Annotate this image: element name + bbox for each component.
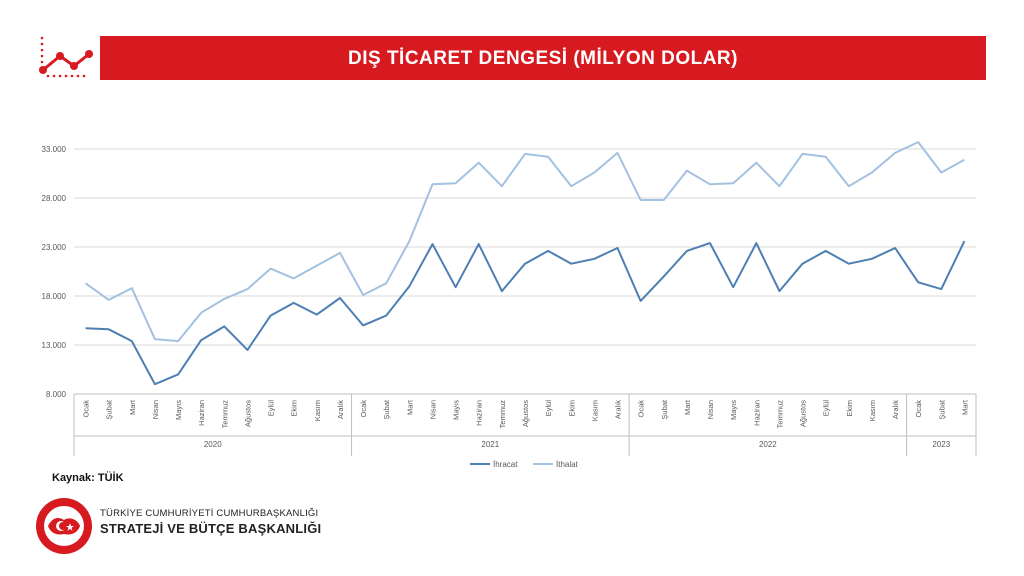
y-tick-label: 28.000	[42, 194, 67, 203]
legend-label: İthalat	[556, 460, 579, 469]
x-tick-label: Ocak	[637, 400, 646, 418]
y-tick-label: 8.000	[46, 390, 67, 399]
x-tick-label: Ağustos	[799, 400, 808, 427]
x-tick-label: Haziran	[752, 400, 761, 426]
line-chart: 8.000 13.000 18.000 23.000 28.000 33.000 Ocak Ş…	[42, 141, 977, 469]
x-tick-label: Aralık	[614, 400, 623, 419]
page-title: DIŞ TİCARET DENGESİ (MİLYON DOLAR)	[348, 48, 738, 69]
x-tick-label: Şubat	[105, 399, 114, 420]
x-tick-label: Ocak	[914, 400, 923, 418]
x-tick-label: Eylül	[267, 400, 276, 417]
x-tick-label: Mayıs	[174, 400, 183, 420]
x-tick-label: Ekim	[845, 400, 854, 417]
x-tick-label: Aralık	[891, 400, 900, 419]
x-tick-label: Şubat	[660, 399, 669, 420]
x-tick-label: Şubat	[937, 399, 946, 420]
x-tick-label: Eylül	[822, 400, 831, 417]
x-tick-label: Mart	[960, 399, 969, 415]
x-tick-label: Haziran	[475, 400, 484, 426]
x-tick-label: Haziran	[197, 400, 206, 426]
institution-emblem-icon	[36, 498, 92, 554]
x-tick-label: Ekim	[290, 400, 299, 417]
year-label: 2020	[204, 440, 222, 449]
source-label: Kaynak: TÜİK	[52, 472, 124, 484]
trend-chart-icon	[39, 36, 93, 78]
title-bar: DIŞ TİCARET DENGESİ (MİLYON DOLAR)	[100, 36, 986, 80]
x-tick-label: Temmuz	[220, 400, 229, 429]
x-tick-label: Mayıs	[452, 400, 461, 420]
x-tick-label: Kasım	[313, 400, 322, 421]
legend-label: İhracat	[493, 460, 518, 469]
chart-area: 8.000 13.000 18.000 23.000 28.000 33.000 Ocak Ş…	[0, 118, 1024, 478]
x-tick-label: Kasım	[590, 400, 599, 421]
y-tick-label: 18.000	[42, 292, 67, 301]
x-tick-label: Ekim	[567, 400, 576, 417]
x-tick-label: Mart	[128, 399, 137, 415]
x-tick-label: Nisan	[151, 400, 160, 419]
x-tick-label: Ocak	[82, 400, 91, 418]
x-tick-label: Ağustos	[243, 400, 252, 427]
org-name-line2: STRATEJİ VE BÜTÇE BAŞKANLIĞI	[100, 521, 322, 536]
y-tick-label: 23.000	[42, 243, 67, 252]
x-tick-label: Mart	[405, 399, 414, 415]
x-tick-label: Mayıs	[729, 400, 738, 420]
y-tick-label: 33.000	[42, 145, 67, 154]
x-tick-label: Şubat	[382, 399, 391, 420]
org-name-line1: TÜRKİYE CUMHURİYETİ CUMHURBAŞKANLIĞI	[100, 508, 319, 519]
x-tick-label: Ocak	[359, 400, 368, 418]
x-tick-label: Mart	[683, 399, 692, 415]
series-line-ithalat	[85, 141, 965, 343]
x-tick-label: Temmuz	[498, 400, 507, 429]
year-label: 2021	[481, 440, 499, 449]
x-tick-label: Nisan	[706, 400, 715, 419]
year-label: 2022	[759, 440, 777, 449]
year-label: 2023	[932, 440, 950, 449]
x-tick-label: Temmuz	[775, 400, 784, 429]
x-tick-label: Aralık	[336, 400, 345, 419]
series-line-ihracat	[85, 240, 966, 386]
x-tick-label: Kasım	[868, 400, 877, 421]
x-tick-label: Nisan	[428, 400, 437, 419]
y-tick-label: 13.000	[42, 341, 67, 350]
x-tick-label: Eylül	[544, 400, 553, 417]
x-tick-label: Ağustos	[521, 400, 530, 427]
